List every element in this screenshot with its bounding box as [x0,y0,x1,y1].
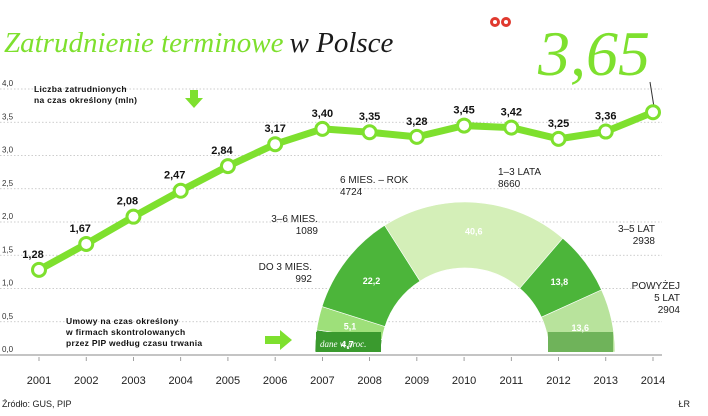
highlight-value: 3,65 [537,18,650,89]
x-tick-label: 2008 [357,375,381,387]
series-label-line1: Liczba zatrudnionych [34,84,127,94]
segment-value-label: 13,6 [572,323,590,333]
segment-label: 1–3 LATA [498,167,541,178]
data-point [267,136,284,153]
y-tick-label: 3,0 [2,146,14,155]
x-tick-labels: 2001 2002 2003 2004 2005 2006 2007 2008 2009 2010… [27,357,665,387]
y-tick-label: 4,0 [2,79,14,88]
segment-label: 3–6 MIES. [271,214,318,225]
data-label: 3,42 [501,107,522,119]
segment-count-label: 4724 [340,187,363,198]
data-point [314,120,331,137]
segment-value-label: 5,1 [344,321,357,331]
donut-base-left [316,332,381,352]
segment-count-label: 5 LAT [654,293,680,304]
y-tick-label: 0,0 [2,345,14,354]
x-tick-label: 2010 [452,375,476,387]
x-tick-label: 2014 [641,375,665,387]
line-series: 1,28 1,67 2,08 2,47 2,84 3,17 3,40 3,35 3,28 3,45… [22,104,661,278]
series-line [37,109,655,273]
segment-label: 6 MIES. – ROK [340,175,409,186]
segment-count-label: 8660 [498,179,521,190]
x-tick-label: 2011 [499,375,523,387]
segment-label: 3–5 LAT [618,224,655,235]
x-tick-label: 2003 [121,375,145,387]
data-label: 2,84 [211,145,233,157]
segment-count-label: 2938 [633,236,656,247]
series-label-line2: na czas określony (mln) [34,95,137,105]
data-label: 1,28 [22,249,43,261]
segment-value-label: 4,7 [341,339,354,349]
arrow-down-icon [185,90,203,108]
highlight-leader [649,81,655,108]
segment-value-label: 22,2 [363,276,381,286]
x-tick-label: 2005 [216,375,240,387]
x-tick-label: 2006 [263,375,287,387]
x-tick-label: 2001 [27,375,51,387]
x-tick-label: 2009 [405,375,429,387]
x-tick-label: 2012 [546,375,570,387]
data-label: 2,08 [117,196,138,208]
donut-chart [314,201,616,353]
y-tick-labels: 0,0 0,5 1,0 1,5 2,0 2,5 3,0 3,5 4,0 [2,79,14,354]
data-label: 3,36 [595,111,616,123]
segment-value-label: 40,6 [465,226,483,236]
title-part-2: w Polsce [290,27,394,59]
y-tick-label: 1,0 [2,279,14,288]
data-point [408,128,425,145]
donut-base-right [548,332,613,352]
y-tick-label: 2,5 [2,179,14,188]
data-label: 3,40 [312,108,333,120]
author-credit: ŁR [678,399,690,409]
data-label: 1,67 [70,223,91,235]
x-tick-label: 2002 [74,375,98,387]
x-tick-label: 2004 [168,375,192,387]
x-tick-label: 2007 [310,375,334,387]
arrow-right-icon [265,330,292,350]
data-point [503,119,520,136]
y-tick-label: 3,5 [2,112,14,121]
y-tick-label: 0,5 [2,312,14,321]
title-part-1: Zatrudnienie terminowe [4,27,284,59]
data-point [645,104,661,121]
segment-count-label: 2904 [658,305,681,316]
y-tick-label: 1,5 [2,245,14,254]
data-label: 3,17 [264,123,285,135]
segment-count-label: 992 [295,274,312,285]
data-point [361,124,378,141]
data-point [550,130,567,147]
data-point [78,235,95,252]
pie-title-line1: Umowy na czas określony [66,316,179,326]
data-point [31,261,47,278]
pie-title-line3: przez PIP według czasu trwania [66,338,202,348]
segment-value-label: 13,8 [551,277,569,287]
grid [0,88,662,356]
data-point [219,158,236,175]
segment-count-label: 1089 [296,226,319,237]
data-label: 3,25 [548,118,569,130]
chart-title: Zatrudnienie terminowe w Polsce [4,27,394,59]
publisher-logo [490,17,511,27]
data-point [597,123,614,140]
data-label: 3,35 [359,111,380,123]
data-label: 3,45 [453,105,474,117]
pie-title-line2: w firmach skontrolowanych [65,327,185,337]
data-label: 3,28 [406,116,427,128]
unit-note: dane w proc. [320,339,366,349]
x-tick-label: 2013 [594,375,618,387]
source-note: Źródło: GUS, PIP [2,399,72,409]
data-label: 2,47 [164,170,185,182]
segment-label: POWYŻEJ [632,279,680,292]
data-point [125,208,142,225]
segment-label: DO 3 MIES. [259,262,312,273]
y-tick-label: 2,0 [2,212,14,221]
data-point [456,117,473,134]
donut-labels: 4,7 DO 3 MIES.992 5,1 3–6 MIES.1089 22,2 6 MI… [259,167,681,349]
data-point [172,182,189,199]
